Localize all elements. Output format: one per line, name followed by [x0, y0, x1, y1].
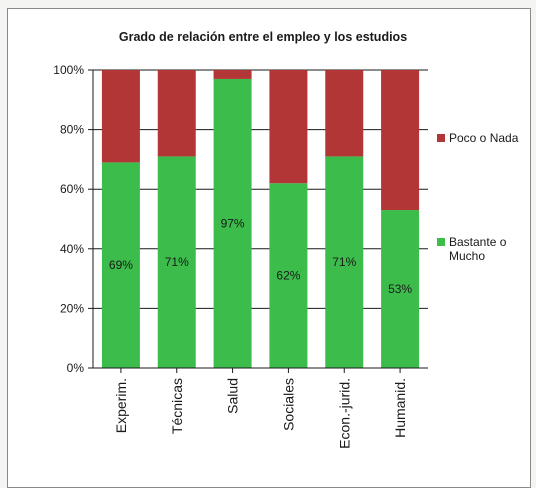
x-tick-label: Técnicas: [169, 378, 185, 434]
bar-bastante-o-mucho: [381, 210, 420, 368]
x-tick-label: Salud: [225, 378, 241, 414]
bar-poco-o-nada: [381, 70, 420, 211]
legend-bastante-o-mucho-swatch: [437, 238, 445, 246]
y-tick-label: 40%: [60, 242, 84, 256]
bar-poco-o-nada: [157, 70, 196, 157]
bar-poco-o-nada: [213, 70, 252, 79]
bar-poco-o-nada: [269, 70, 308, 184]
stacked-bar-chart: Grado de relación entre el empleo y los …: [53, 30, 519, 449]
bars: 69% 71% 97% 62% 71% 53%: [101, 70, 420, 368]
chart-title: Grado de relación entre el empleo y los …: [119, 30, 407, 44]
bar-bastante-o-mucho: [325, 156, 364, 368]
data-label: 97%: [221, 216, 245, 230]
legend-bastante-o-mucho-label: Bastante o: [449, 235, 507, 249]
chart-frame: Grado de relación entre el empleo y los …: [7, 8, 531, 488]
data-label: 53%: [388, 282, 412, 296]
bar-poco-o-nada: [101, 70, 140, 163]
x-tick-label: Humanid.: [392, 378, 408, 438]
x-tick-label: Sociales: [280, 378, 296, 431]
data-label: 71%: [332, 255, 356, 269]
y-tick-label: 100%: [53, 63, 84, 77]
legend-poco-o-nada-label: Poco o Nada: [449, 131, 519, 145]
data-label: 71%: [165, 255, 189, 269]
bar-bastante-o-mucho: [269, 183, 308, 368]
bar-bastante-o-mucho: [213, 78, 252, 368]
y-tick-label: 20%: [60, 301, 84, 315]
bar-bastante-o-mucho: [101, 162, 140, 368]
axes: 0% 20% 40% 60% 80% 100% Experim. Técnicas Salud S…: [53, 63, 428, 449]
legend-bastante-o-mucho-label: Mucho: [449, 249, 485, 263]
y-tick-label: 60%: [60, 182, 84, 196]
gridlines: [93, 69, 428, 309]
x-tick-label: Experim.: [113, 378, 129, 433]
legend-poco-o-nada-swatch: [437, 134, 445, 142]
y-tick-label: 0%: [67, 361, 85, 375]
data-label: 69%: [109, 258, 133, 272]
y-tick-label: 80%: [60, 123, 84, 137]
x-tick-label: Econ.-jurid.: [336, 378, 352, 449]
bar-poco-o-nada: [325, 70, 364, 157]
data-label: 62%: [276, 269, 300, 283]
bar-bastante-o-mucho: [157, 156, 196, 368]
